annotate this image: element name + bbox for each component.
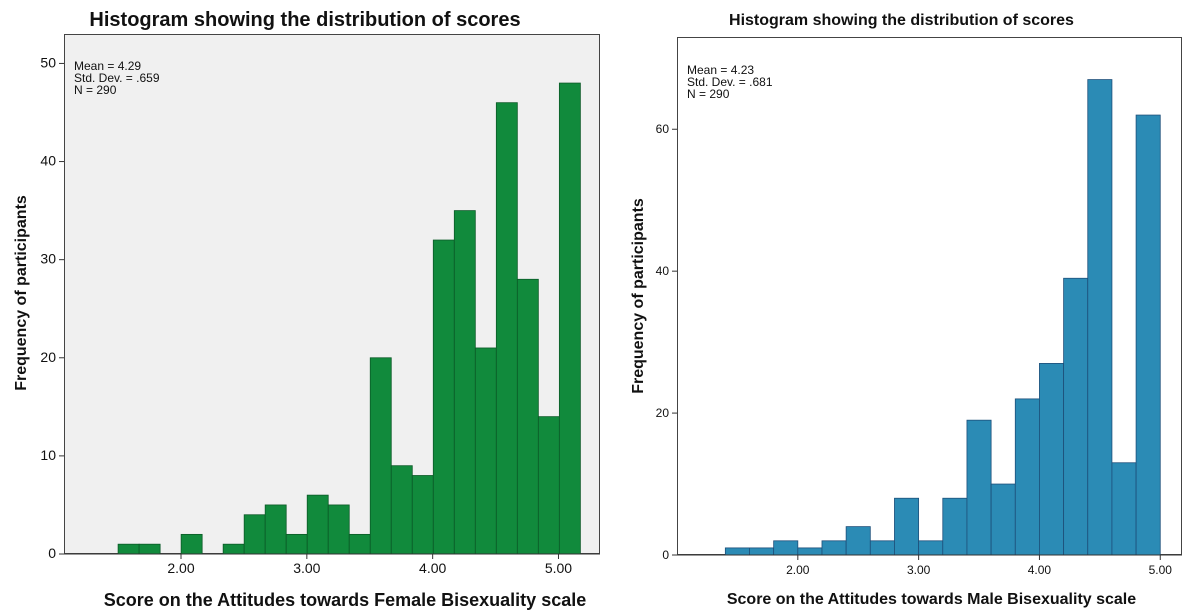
- histogram-bar: [845, 526, 871, 556]
- histogram-bar: [1014, 398, 1040, 556]
- stat-std-dev: Std. Dev. = .659: [74, 71, 160, 85]
- histogram-bar: [180, 533, 203, 555]
- histogram-bar: [327, 504, 350, 555]
- histogram-bar: [942, 497, 968, 556]
- histogram-bar: [432, 239, 455, 555]
- histogram-female: Histogram showing the distribution of sc…: [13, 9, 600, 610]
- histogram-bar: [390, 465, 413, 555]
- x-tick-label: 3.00: [293, 560, 320, 576]
- histogram-bar: [264, 504, 287, 555]
- y-tick-label: 20: [656, 406, 670, 420]
- histogram-bar: [243, 514, 266, 555]
- histogram-bar: [285, 533, 308, 555]
- histogram-bar: [894, 497, 920, 556]
- y-tick-label: 30: [40, 251, 56, 267]
- x-tick-label: 2.00: [167, 560, 194, 576]
- x-tick-label: 5.00: [545, 560, 572, 576]
- y-tick-label: 0: [662, 548, 669, 562]
- histogram-bar: [749, 547, 775, 556]
- y-axis-title: Frequency of participants: [13, 195, 30, 391]
- chart-svg: 2.00 3.00 4.00 5.00 0 10 20 30 40 50: [40, 54, 600, 576]
- chart-title: Histogram showing the distribution of sc…: [729, 12, 1074, 29]
- histogram-bar: [1063, 277, 1089, 556]
- histogram-bar: [1135, 114, 1161, 556]
- histogram-bar: [966, 419, 992, 556]
- stat-n: N = 290: [687, 87, 730, 101]
- histogram-bar: [1111, 462, 1137, 556]
- histogram-bar: [222, 543, 245, 555]
- stat-mean: Mean = 4.29: [74, 59, 142, 73]
- stats-box: Mean = 4.29 Std. Dev. = .659 N = 290: [74, 60, 160, 96]
- histogram-bar: [918, 540, 944, 556]
- y-tick-label: 40: [656, 264, 670, 278]
- histogram-bar: [369, 357, 392, 555]
- x-axis-title: Score on the Attitudes towards Male Bise…: [726, 591, 1137, 608]
- x-tick-label: 4.00: [1028, 563, 1052, 577]
- y-tick-label: 50: [40, 54, 56, 70]
- histogram-bar: [453, 210, 476, 555]
- histogram-bar: [724, 547, 750, 556]
- histogram-bar: [869, 540, 895, 556]
- stats-box: Mean = 4.23 Std. Dev. = .681 N = 290: [687, 64, 773, 100]
- stat-mean: Mean = 4.23: [687, 63, 755, 77]
- histogram-bar: [516, 278, 539, 555]
- x-tick-label: 5.00: [1149, 563, 1173, 577]
- histogram-bar: [537, 416, 560, 555]
- histogram-bar: [348, 533, 371, 555]
- histogram-bar: [117, 543, 140, 555]
- y-tick-label: 10: [40, 447, 56, 463]
- histogram-bar: [797, 547, 823, 556]
- y-tick-label: 20: [40, 349, 56, 365]
- y-axis-title: Frequency of participants: [630, 198, 647, 394]
- x-tick-label: 4.00: [419, 560, 446, 576]
- y-tick-label: 60: [656, 122, 670, 136]
- histogram-bar: [411, 475, 434, 555]
- x-tick-label: 2.00: [786, 563, 810, 577]
- y-tick-label: 40: [40, 153, 56, 169]
- histogram-bar: [990, 483, 1016, 556]
- chart-title: Histogram showing the distribution of sc…: [89, 9, 521, 31]
- x-axis-title: Score on the Attitudes towards Female Bi…: [103, 590, 587, 610]
- histogram-bar: [138, 543, 161, 555]
- histogram-bar: [773, 540, 799, 556]
- chart-svg: 2.00 3.00 4.00 5.00 0 20 40 60: [656, 79, 1182, 577]
- histogram-bar: [474, 347, 497, 555]
- x-tick-label: 3.00: [907, 563, 931, 577]
- y-tick-label: 0: [48, 545, 56, 561]
- histogram-bar: [495, 102, 518, 555]
- histogram-bar: [558, 82, 581, 555]
- stat-n: N = 290: [74, 83, 117, 97]
- histogram-bar: [1039, 363, 1065, 556]
- histogram-bar: [821, 540, 847, 556]
- histogram-bar: [306, 494, 329, 555]
- stat-std-dev: Std. Dev. = .681: [687, 75, 773, 89]
- histogram-male: Histogram showing the distribution of sc…: [620, 0, 1183, 608]
- histogram-bar: [1087, 79, 1113, 556]
